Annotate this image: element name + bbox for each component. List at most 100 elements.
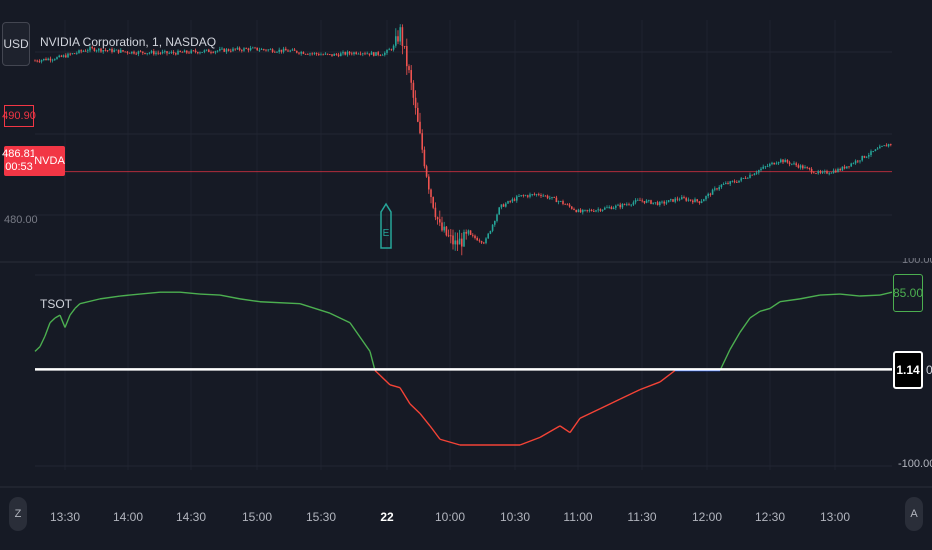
tsot-line-segment	[49, 317, 56, 324]
candle-body	[276, 51, 278, 53]
candle-body	[260, 49, 263, 50]
candle-body	[318, 53, 320, 55]
candle-body	[678, 199, 681, 201]
tsot-line-segment	[139, 291, 161, 295]
price-pane	[34, 24, 892, 256]
candle-body	[322, 54, 324, 56]
candle-body	[689, 199, 692, 201]
candle-body	[399, 27, 401, 42]
candle-body	[868, 154, 870, 157]
tsot-line-segment	[369, 351, 376, 371]
candle-body	[494, 221, 496, 225]
tsot-line-segment	[44, 322, 51, 337]
time-axis-label: 22	[380, 510, 394, 524]
candle-body	[478, 240, 481, 242]
time-axis-label: 13:30	[50, 510, 80, 524]
tsot-line-segment	[389, 384, 401, 389]
candle-body	[309, 53, 311, 55]
candle-body	[87, 50, 89, 52]
candle-body	[518, 196, 520, 197]
candle-body	[876, 148, 879, 150]
candle-body	[469, 230, 472, 235]
candle-body	[716, 188, 718, 190]
candle-body	[168, 52, 170, 54]
candle-body	[126, 51, 129, 53]
candle-body	[524, 195, 527, 197]
tsot-line-segment	[74, 303, 81, 309]
candle-body	[381, 54, 384, 56]
candle-body	[76, 52, 78, 54]
candle-body	[67, 53, 69, 58]
candle-body	[670, 199, 672, 201]
candle-body	[828, 173, 830, 175]
candle-body	[788, 162, 791, 165]
candle-body	[509, 201, 511, 202]
candle-body	[419, 121, 421, 134]
time-axis-label: 12:00	[692, 510, 722, 524]
candle-body	[225, 49, 228, 52]
candle-body	[210, 52, 212, 53]
candle-body	[579, 209, 582, 213]
tsot-line-segment	[839, 293, 861, 297]
candle-body	[744, 178, 747, 179]
candle-body	[830, 172, 833, 174]
candle-body	[447, 235, 450, 237]
candle-body	[120, 50, 122, 53]
candle-body	[84, 50, 87, 52]
candle-body	[597, 209, 599, 211]
candle-body	[362, 53, 364, 55]
candle-body	[320, 54, 322, 56]
candle-body	[883, 145, 885, 147]
candle-body	[463, 231, 465, 247]
candle-body	[584, 209, 586, 211]
indicator-name[interactable]: TSOT	[40, 297, 72, 311]
candle-body	[696, 199, 698, 202]
candle-body	[269, 49, 272, 51]
candle-body	[170, 52, 173, 53]
candle-body	[595, 210, 597, 212]
candle-body	[282, 48, 285, 52]
symbol-ticker-tag: NVDA	[34, 146, 65, 176]
candle-body	[879, 146, 881, 149]
candle-body	[403, 45, 406, 47]
candle-body	[390, 49, 393, 51]
tsot-line-segment	[199, 293, 221, 296]
candle-body	[511, 199, 514, 202]
candle-body	[753, 173, 756, 176]
candle-body	[379, 54, 382, 56]
candle-body	[538, 194, 540, 196]
candle-body	[527, 195, 529, 197]
candle-body	[740, 178, 742, 181]
candle-body	[89, 47, 91, 51]
zoom-button[interactable]: Z	[9, 497, 27, 531]
candle-body	[881, 146, 883, 147]
earnings-marker[interactable]: E	[380, 202, 392, 249]
candle-body	[302, 52, 305, 54]
time-axis-label: 15:00	[242, 510, 272, 524]
tsot-line-segment	[54, 314, 61, 319]
candle-body	[467, 230, 470, 234]
candle-body	[562, 201, 564, 204]
candle-body	[571, 206, 573, 209]
tsot-line-segment	[329, 312, 351, 324]
currency-button[interactable]: USD	[2, 22, 30, 66]
candle-body	[661, 201, 663, 203]
candle-body	[214, 51, 217, 53]
candle-body	[106, 50, 109, 52]
symbol-title[interactable]: NVIDIA Corporation, 1, NASDAQ	[40, 35, 217, 49]
candle-body	[344, 52, 346, 55]
candle-body	[711, 189, 714, 195]
candle-body	[412, 82, 415, 98]
candle-body	[230, 50, 232, 52]
candle-body	[256, 47, 258, 51]
candle-body	[441, 222, 443, 231]
tsot-line-segment	[769, 301, 781, 310]
candle-body	[452, 235, 454, 245]
tsot-line-segment	[219, 294, 241, 300]
candle-body	[249, 47, 252, 51]
candle-body	[410, 70, 412, 83]
candle-body	[124, 51, 126, 53]
auto-scale-button[interactable]: A	[905, 497, 923, 531]
candle-body	[771, 162, 773, 165]
